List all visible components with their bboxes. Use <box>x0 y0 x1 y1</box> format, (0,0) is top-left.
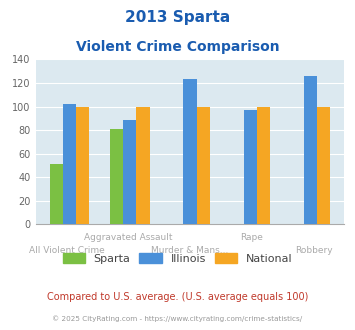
Bar <box>136 107 149 224</box>
Text: Compared to U.S. average. (U.S. average equals 100): Compared to U.S. average. (U.S. average … <box>47 292 308 302</box>
Text: Violent Crime Comparison: Violent Crime Comparison <box>76 40 279 53</box>
Bar <box>244 110 257 224</box>
Text: Rape: Rape <box>240 233 263 242</box>
Text: All Violent Crime: All Violent Crime <box>28 246 104 255</box>
Bar <box>197 107 210 224</box>
Bar <box>123 119 136 224</box>
Bar <box>63 104 76 224</box>
Bar <box>304 76 317 224</box>
Text: 2013 Sparta: 2013 Sparta <box>125 10 230 25</box>
Bar <box>183 80 197 224</box>
Text: © 2025 CityRating.com - https://www.cityrating.com/crime-statistics/: © 2025 CityRating.com - https://www.city… <box>53 315 302 322</box>
Legend: Sparta, Illinois, National: Sparta, Illinois, National <box>58 249 297 268</box>
Bar <box>76 107 89 224</box>
Text: Murder & Mans...: Murder & Mans... <box>151 246 229 255</box>
Bar <box>257 107 270 224</box>
Bar <box>317 107 330 224</box>
Bar <box>50 164 63 224</box>
Text: Robbery: Robbery <box>295 246 332 255</box>
Text: Aggravated Assault: Aggravated Assault <box>84 233 173 242</box>
Bar <box>110 129 123 224</box>
